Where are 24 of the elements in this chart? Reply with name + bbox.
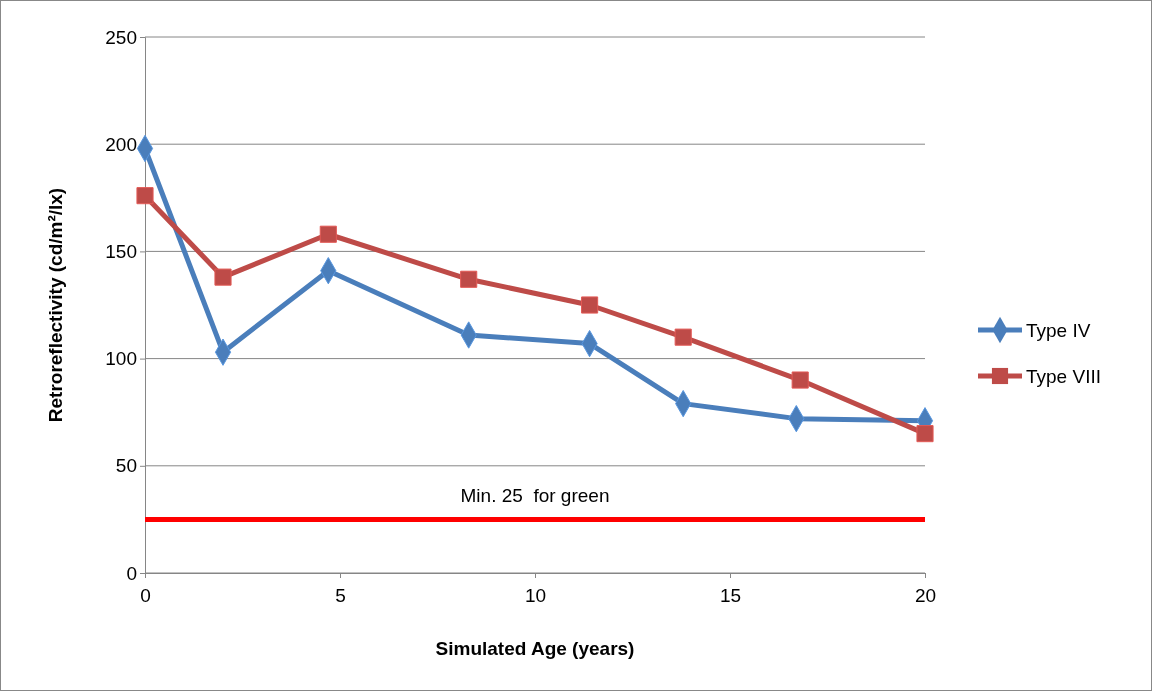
- point: [214, 268, 232, 286]
- point: [136, 187, 154, 205]
- legend-label: Type VIII: [1026, 366, 1101, 387]
- legend-label: Type IV: [1026, 320, 1091, 341]
- point: [674, 328, 692, 346]
- x-tick-label: 20: [914, 584, 937, 606]
- x-tick-label: 0: [140, 584, 151, 606]
- x-tick-label: 15: [719, 584, 742, 606]
- y-tick-label: 50: [115, 455, 137, 477]
- x-tick-label: 10: [524, 584, 547, 606]
- point: [581, 296, 599, 314]
- x-axis-title: Simulated Age (years): [435, 638, 635, 659]
- point: [319, 225, 337, 243]
- y-tick-label: 150: [105, 240, 137, 262]
- point: [460, 270, 478, 288]
- y-tick-label: 0: [126, 562, 137, 584]
- x-tick-label: 5: [335, 584, 346, 606]
- ref-line-label: Min. 25 for green: [460, 485, 610, 507]
- point: [791, 371, 809, 389]
- y-tick-label: 200: [105, 133, 137, 155]
- y-axis-title: Retroreflectivity (cd/m²/lx): [45, 187, 66, 423]
- point: [916, 425, 934, 443]
- y-tick-label: 100: [105, 348, 137, 370]
- y-tick-label: 250: [105, 26, 137, 48]
